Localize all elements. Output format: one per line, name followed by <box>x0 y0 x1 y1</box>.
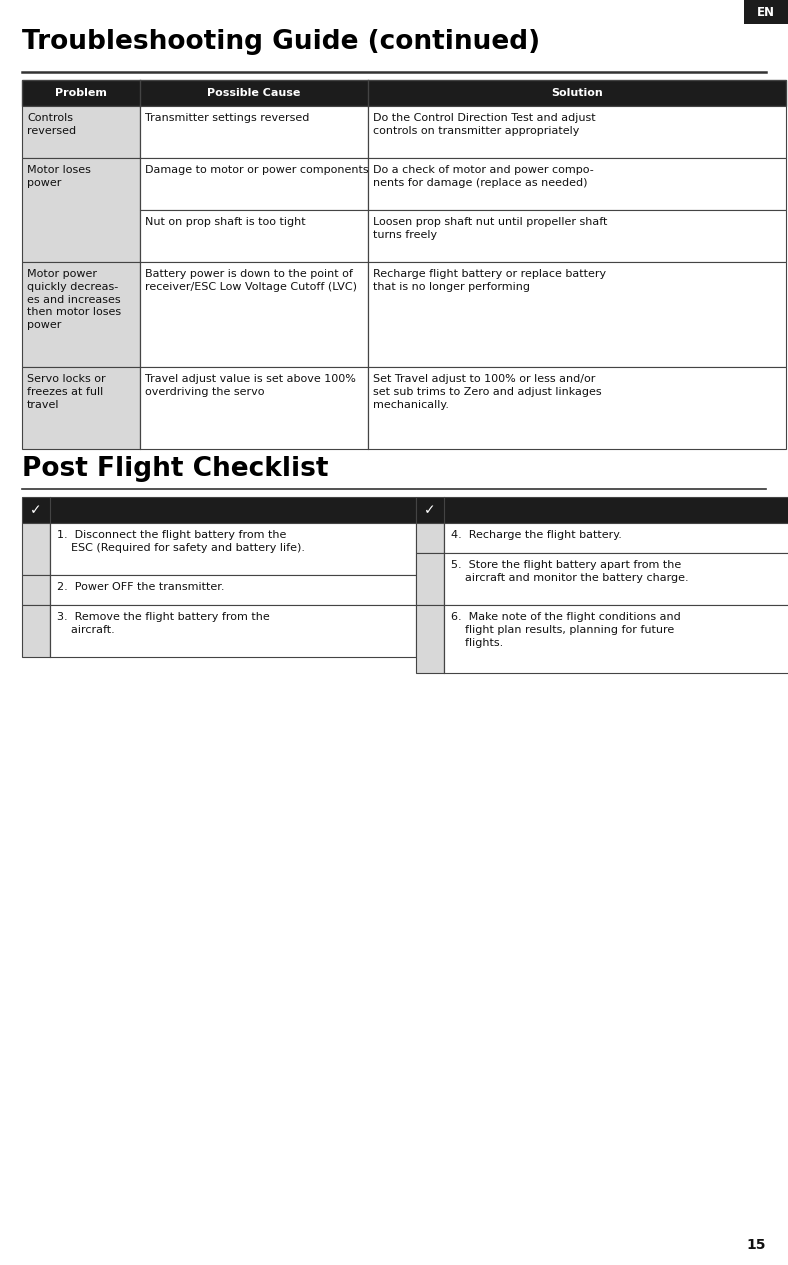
Bar <box>22 158 140 262</box>
Bar <box>444 522 788 553</box>
Text: Post Flight Checklist: Post Flight Checklist <box>22 455 329 482</box>
Text: Troubleshooting Guide (continued): Troubleshooting Guide (continued) <box>22 29 540 54</box>
Bar <box>368 367 786 449</box>
Bar <box>50 522 416 576</box>
Bar <box>416 522 444 553</box>
Bar <box>140 367 368 449</box>
Bar <box>22 262 140 367</box>
Text: 5.  Store the flight battery apart from the
    aircraft and monitor the battery: 5. Store the flight battery apart from t… <box>451 560 689 583</box>
Bar <box>22 367 140 449</box>
Text: 15: 15 <box>746 1238 766 1252</box>
Bar <box>22 605 50 657</box>
Text: Solution: Solution <box>551 89 603 97</box>
Text: Servo locks or
freezes at full
travel: Servo locks or freezes at full travel <box>27 374 106 410</box>
Text: Nut on prop shaft is too tight: Nut on prop shaft is too tight <box>145 218 306 226</box>
Text: 6.  Make note of the flight conditions and
    flight plan results, planning for: 6. Make note of the flight conditions an… <box>451 612 681 648</box>
Text: Damage to motor or power components: Damage to motor or power components <box>145 164 369 175</box>
Text: Recharge flight battery or replace battery
that is no longer performing: Recharge flight battery or replace batte… <box>373 269 606 292</box>
Bar <box>22 106 140 158</box>
Bar <box>368 158 786 210</box>
Text: Travel adjust value is set above 100%
overdriving the servo: Travel adjust value is set above 100% ov… <box>145 374 356 397</box>
Text: 3.  Remove the flight battery from the
    aircraft.: 3. Remove the flight battery from the ai… <box>57 612 269 635</box>
Text: Transmitter settings reversed: Transmitter settings reversed <box>145 113 310 123</box>
Bar <box>140 106 368 158</box>
Text: Possible Cause: Possible Cause <box>207 89 301 97</box>
Text: ✓: ✓ <box>424 503 436 517</box>
Text: EN: EN <box>757 5 775 19</box>
Text: 2.  Power OFF the transmitter.: 2. Power OFF the transmitter. <box>57 582 225 592</box>
Bar <box>22 80 786 106</box>
Bar <box>50 576 416 605</box>
Bar <box>50 605 416 657</box>
Bar <box>744 0 788 24</box>
Bar <box>416 605 444 673</box>
Text: ✓: ✓ <box>30 503 42 517</box>
Bar <box>368 210 786 262</box>
Text: Controls
reversed: Controls reversed <box>27 113 76 135</box>
Bar <box>140 262 368 367</box>
Text: Loosen prop shaft nut until propeller shaft
turns freely: Loosen prop shaft nut until propeller sh… <box>373 218 608 240</box>
Bar <box>416 497 788 522</box>
Text: Do a check of motor and power compo-
nents for damage (replace as needed): Do a check of motor and power compo- nen… <box>373 164 593 187</box>
Bar <box>22 497 416 522</box>
Text: Do the Control Direction Test and adjust
controls on transmitter appropriately: Do the Control Direction Test and adjust… <box>373 113 596 135</box>
Text: Set Travel adjust to 100% or less and/or
set sub trims to Zero and adjust linkag: Set Travel adjust to 100% or less and/or… <box>373 374 601 410</box>
Bar <box>416 553 444 605</box>
Bar <box>368 106 786 158</box>
Text: 1.  Disconnect the flight battery from the
    ESC (Required for safety and batt: 1. Disconnect the flight battery from th… <box>57 530 305 553</box>
Bar <box>444 553 788 605</box>
Bar <box>140 210 368 262</box>
Text: Motor loses
power: Motor loses power <box>27 164 91 187</box>
Bar <box>368 262 786 367</box>
Text: Problem: Problem <box>55 89 107 97</box>
Text: Motor power
quickly decreas-
es and increases
then motor loses
power: Motor power quickly decreas- es and incr… <box>27 269 121 330</box>
Bar <box>22 576 50 605</box>
Bar <box>444 605 788 673</box>
Text: Battery power is down to the point of
receiver/ESC Low Voltage Cutoff (LVC): Battery power is down to the point of re… <box>145 269 357 292</box>
Bar <box>140 158 368 210</box>
Text: 4.  Recharge the flight battery.: 4. Recharge the flight battery. <box>451 530 622 540</box>
Bar <box>22 522 50 576</box>
